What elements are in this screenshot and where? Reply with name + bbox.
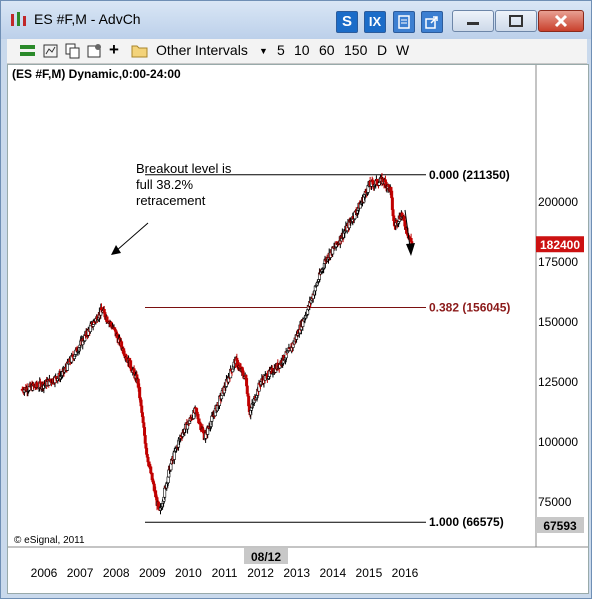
- x-tick-label: 2013: [283, 566, 310, 580]
- candle: [389, 187, 393, 192]
- x-tick-label: 2009: [139, 566, 166, 580]
- copy-icon[interactable]: [65, 43, 81, 59]
- candle: [172, 450, 176, 460]
- y-tick-label: 100000: [538, 435, 578, 449]
- cursor-price-box: [536, 517, 584, 533]
- y-tick-label: 150000: [538, 315, 578, 329]
- candle: [136, 378, 140, 388]
- candle: [138, 387, 142, 399]
- interval-60[interactable]: 60: [319, 42, 335, 58]
- fib-label: 1.000 (66575): [429, 515, 504, 529]
- candle: [143, 435, 147, 444]
- price-chart[interactable]: (ES #F,M) Dynamic,0:00-24:00 75000 100000…: [8, 65, 588, 593]
- target-arrowhead: [406, 243, 415, 256]
- chart-app-icon: [11, 12, 26, 26]
- x-tick-label: 2006: [31, 566, 58, 580]
- esignal-credit: © eSignal, 2011: [14, 535, 85, 546]
- interval-10[interactable]: 10: [294, 42, 310, 58]
- annotation-arrow: [115, 222, 149, 252]
- link-icon[interactable]: [19, 43, 37, 59]
- target-arrow: [404, 209, 411, 248]
- arrow-out-icon: [425, 16, 438, 29]
- minimize-button[interactable]: [452, 10, 494, 32]
- interval-w[interactable]: W: [396, 42, 410, 58]
- cursor-price-label: 67593: [543, 519, 577, 533]
- candle: [147, 461, 151, 467]
- chart-header: (ES #F,M) Dynamic,0:00-24:00: [12, 67, 181, 81]
- candle: [156, 501, 160, 507]
- x-tick-label: 2014: [319, 566, 346, 580]
- x-tick-label: 2008: [103, 566, 130, 580]
- annotation-text: retracement: [136, 193, 206, 208]
- title-bar[interactable]: ES #F,M - AdvCh S IX: [1, 1, 591, 39]
- fib-label: 0.382 (156045): [429, 300, 510, 314]
- candle: [72, 355, 76, 359]
- export-button[interactable]: [421, 11, 443, 33]
- candle: [231, 368, 235, 373]
- settings-icon[interactable]: [87, 43, 103, 59]
- candle: [169, 463, 173, 471]
- s-button[interactable]: S: [336, 11, 358, 33]
- window-title: ES #F,M - AdvCh: [34, 11, 141, 27]
- x-tick-label: 2010: [175, 566, 202, 580]
- minimize-icon: [467, 22, 479, 25]
- dropdown-arrow-icon[interactable]: ▼: [259, 46, 268, 56]
- y-tick-label: 200000: [538, 195, 578, 209]
- interval-150[interactable]: 150: [344, 42, 368, 58]
- interval-5[interactable]: 5: [277, 42, 285, 58]
- interval-d[interactable]: D: [377, 42, 388, 58]
- ix-button[interactable]: IX: [364, 11, 386, 33]
- x-tick-label: 2007: [67, 566, 94, 580]
- candle: [145, 454, 149, 458]
- x-tick-label: 2015: [356, 566, 383, 580]
- other-intervals-label[interactable]: Other Intervals: [156, 42, 248, 58]
- folder-icon[interactable]: [131, 44, 149, 58]
- candle: [166, 476, 170, 484]
- x-tick-label: 2012: [247, 566, 274, 580]
- y-tick-label: 125000: [538, 375, 578, 389]
- cursor-date-box: [244, 548, 288, 564]
- add-icon[interactable]: +: [109, 40, 119, 59]
- candle: [220, 395, 224, 400]
- chart-area[interactable]: (ES #F,M) Dynamic,0:00-24:00 75000 100000…: [7, 64, 589, 594]
- x-tick-label: 2016: [392, 566, 419, 580]
- annotation-arrowhead: [111, 245, 121, 255]
- chart-properties-icon[interactable]: [43, 43, 59, 59]
- annotation-text: Breakout level is: [136, 161, 232, 176]
- chart-toolbar: + Other Intervals ▼ 5 10 60 150 D W: [7, 39, 587, 64]
- annotation-text: full 38.2%: [136, 177, 194, 192]
- close-icon: [554, 14, 568, 28]
- close-button[interactable]: [538, 10, 584, 32]
- x-tick-label: 2011: [212, 566, 238, 580]
- y-tick-label: 75000: [538, 495, 572, 509]
- maximize-button[interactable]: [495, 10, 537, 32]
- doc-button[interactable]: [393, 11, 415, 33]
- document-icon: [398, 15, 410, 29]
- candle: [145, 447, 149, 455]
- candle: [377, 182, 381, 186]
- y-tick-label: 175000: [538, 255, 578, 269]
- last-price-box: [536, 236, 584, 253]
- cursor-date-label: 08/12: [251, 550, 281, 564]
- fib-label: 0.000 (211350): [429, 168, 510, 182]
- last-price-label: 182400: [540, 238, 580, 252]
- maximize-icon: [509, 15, 523, 27]
